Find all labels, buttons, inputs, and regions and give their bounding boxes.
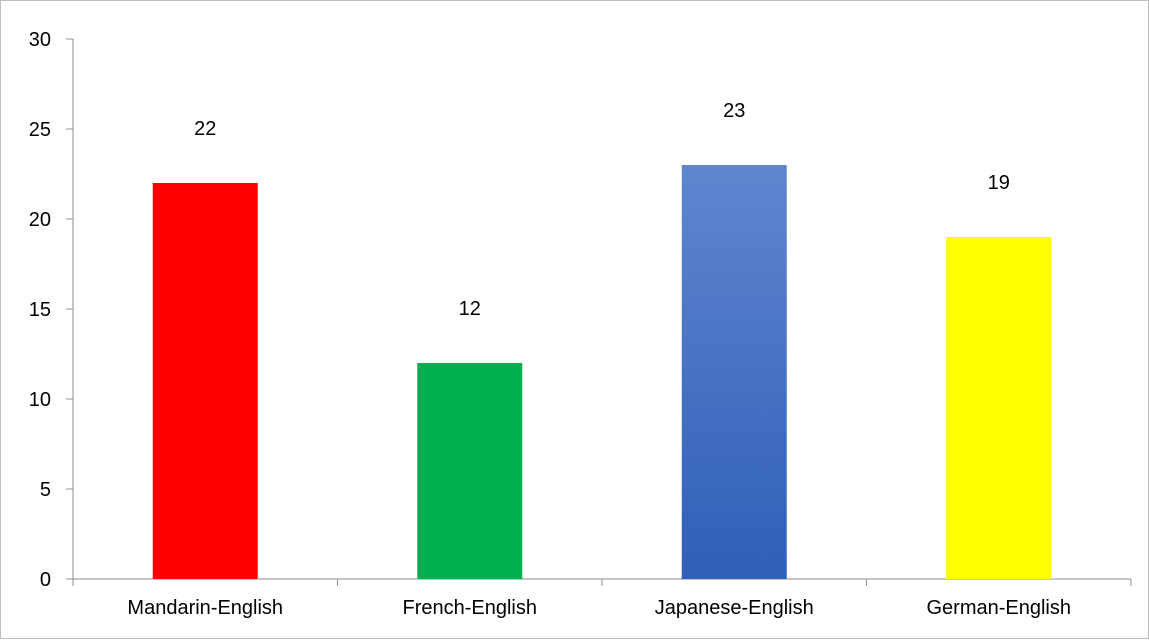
data-label: 22 — [194, 118, 216, 140]
x-tick-label: French-English — [402, 597, 537, 619]
data-label: 19 — [988, 172, 1010, 194]
data-labels: 22 12 23 19 — [194, 100, 1010, 320]
data-label: 23 — [723, 100, 745, 122]
y-tick-label: 0 — [40, 569, 51, 591]
y-tick-label: 5 — [40, 479, 51, 501]
y-tick-label: 30 — [29, 29, 51, 51]
y-axis: 0 5 10 15 20 25 30 — [29, 29, 74, 591]
x-tick-label: Japanese-English — [655, 597, 814, 619]
data-label: 12 — [459, 298, 481, 320]
y-tick-label: 15 — [29, 299, 51, 321]
y-tick-label: 10 — [29, 389, 51, 411]
bar-mandarin-english — [152, 183, 258, 579]
y-tick-label: 25 — [29, 119, 51, 141]
x-axis: Mandarin-English French-English Japanese-E… — [72, 578, 1132, 619]
bar-japanese-english — [681, 165, 787, 579]
x-tick-label: German-English — [926, 597, 1071, 619]
x-tick-label: Mandarin-English — [127, 597, 283, 619]
bars — [152, 165, 1052, 579]
bar-french-english — [417, 363, 523, 579]
y-tick-label: 20 — [29, 209, 51, 231]
bar-german-english — [946, 237, 1052, 579]
